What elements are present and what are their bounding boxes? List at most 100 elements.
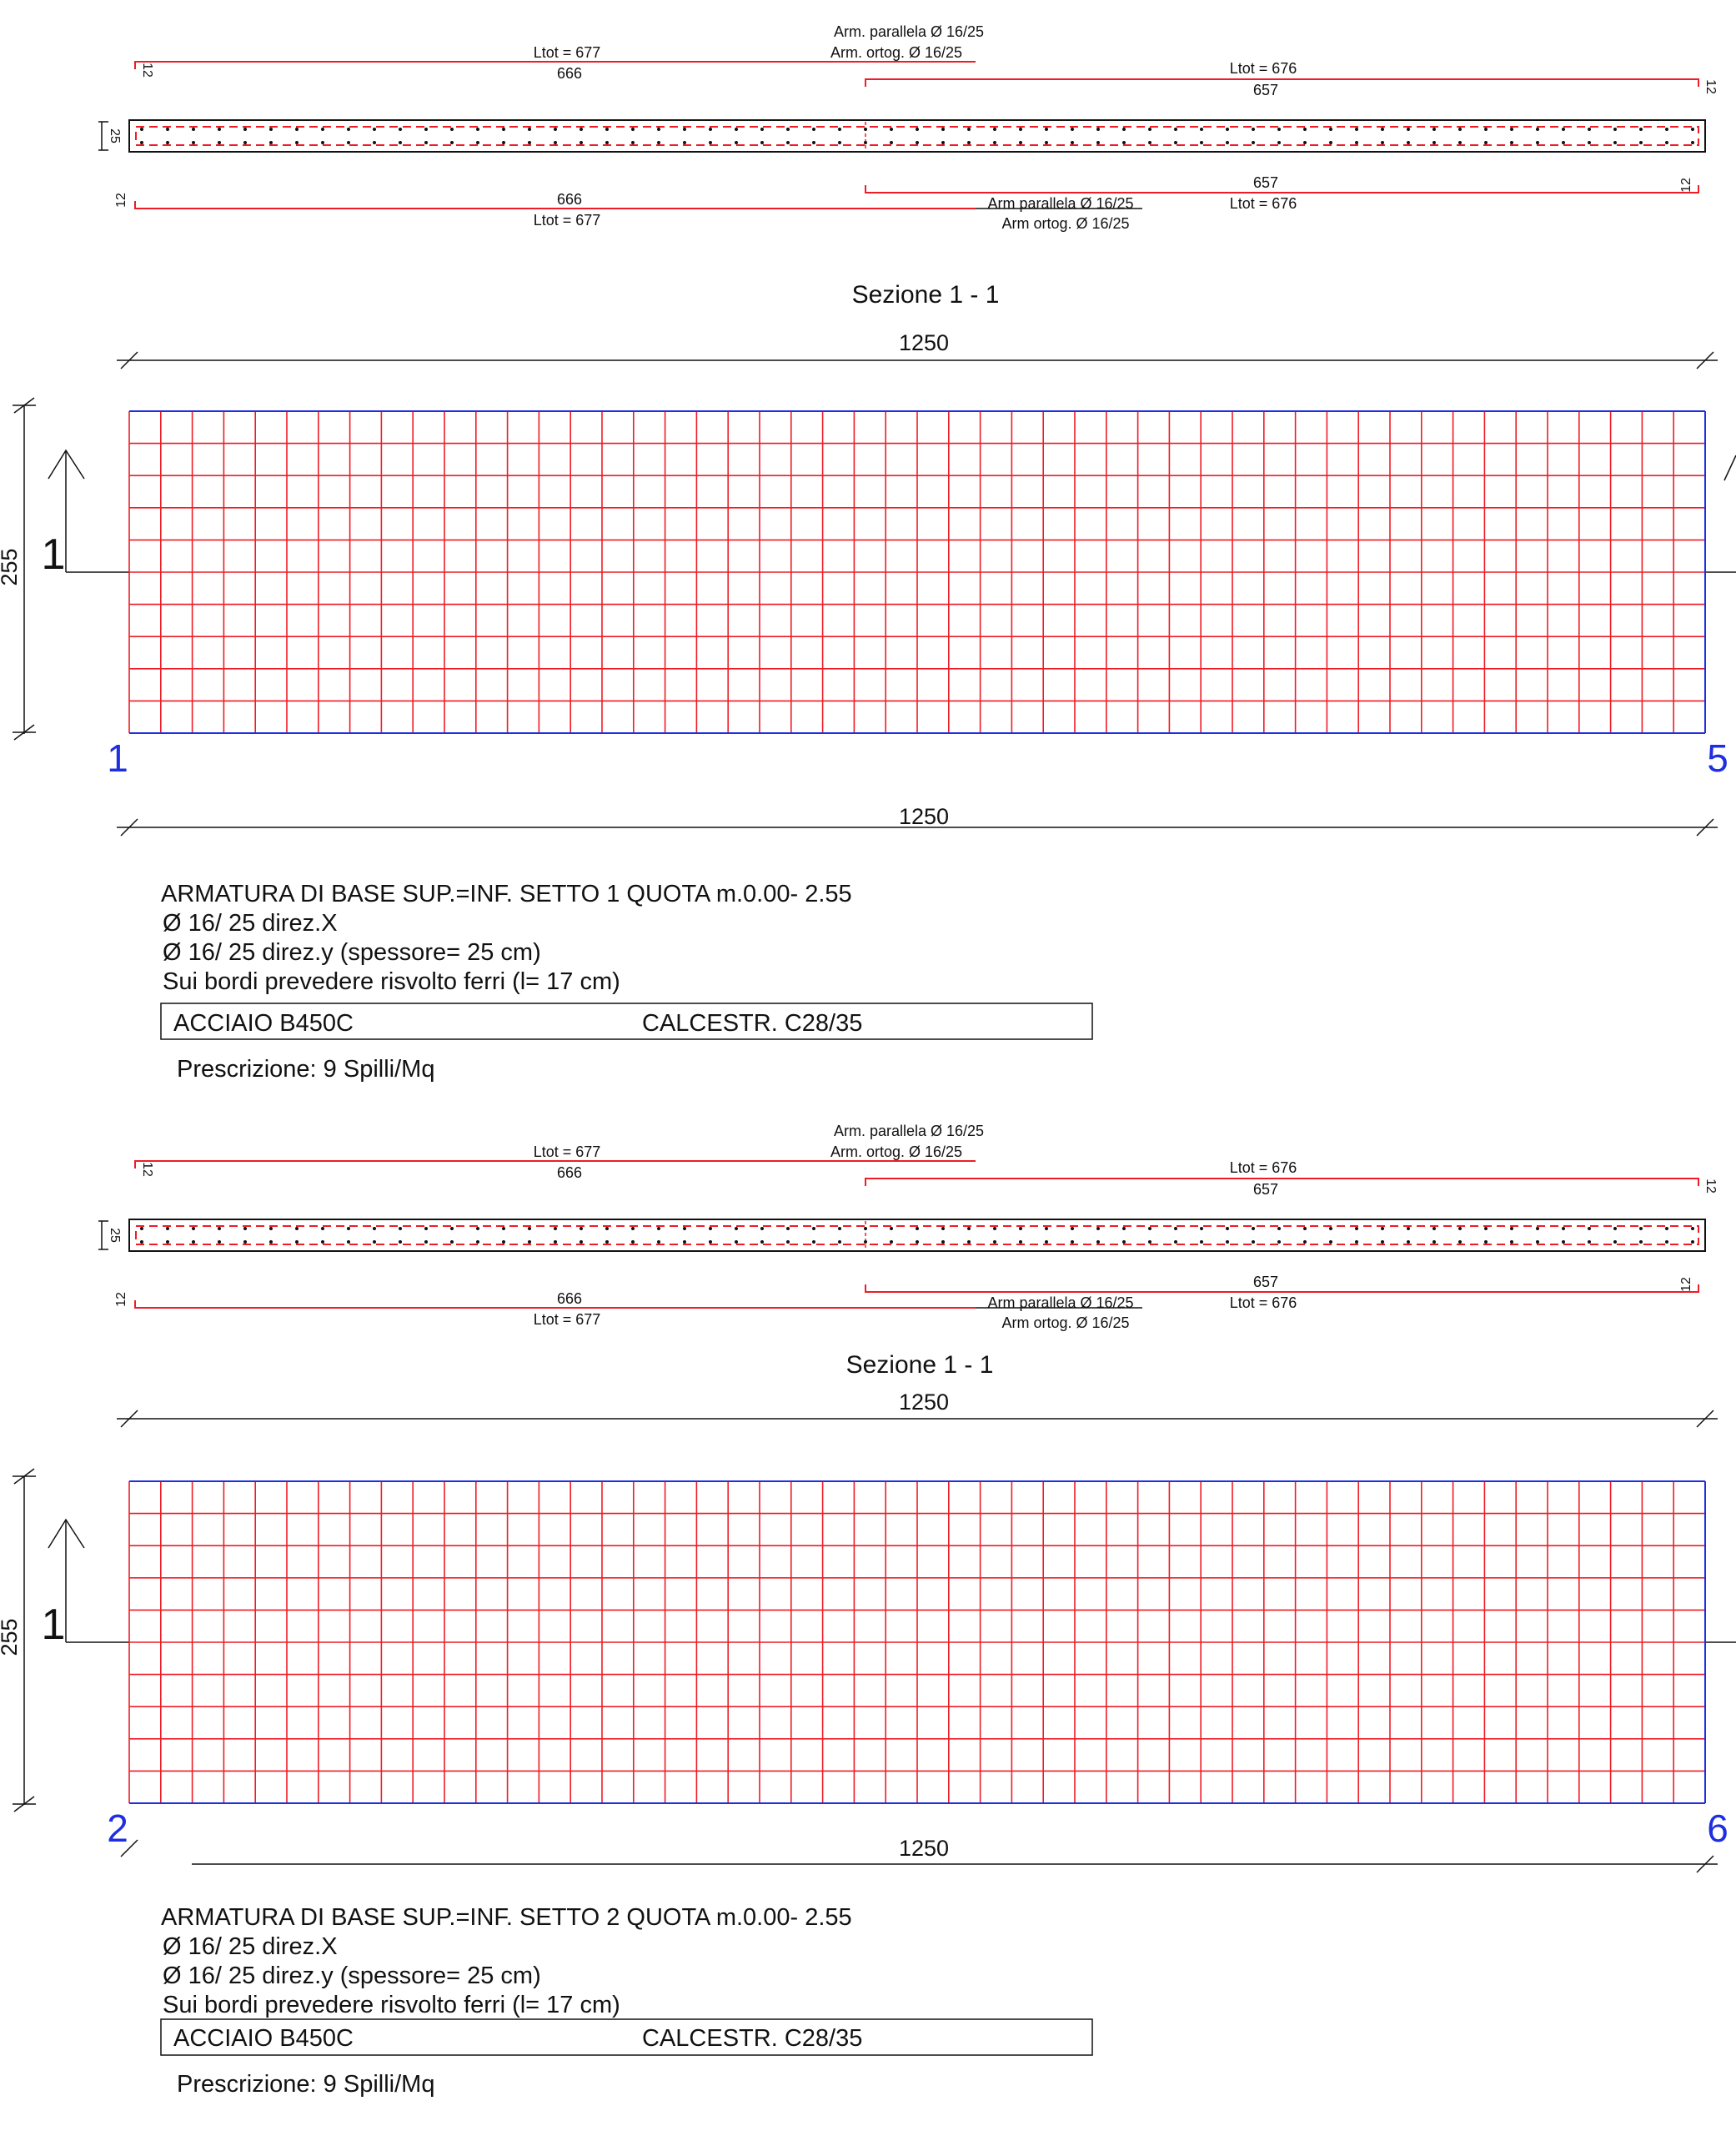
rebar-dot	[140, 128, 143, 131]
rebar-dot	[1226, 128, 1229, 131]
len-left-bot: 666	[557, 1290, 582, 1307]
rebar-dot	[554, 1240, 557, 1244]
rebar-dot	[1639, 141, 1643, 144]
rebar-dot	[1277, 141, 1281, 144]
rebar-dot	[1019, 128, 1022, 131]
rebar-dot	[1096, 1240, 1100, 1244]
rebar-dot	[373, 1227, 376, 1230]
rebar-dot	[1329, 1240, 1332, 1244]
rebar-dot	[1045, 141, 1048, 144]
rebar-dot	[605, 141, 609, 144]
dim-value: 1250	[899, 330, 949, 355]
len-right-bot: 657	[1253, 174, 1278, 191]
rebar-top-right	[865, 1178, 1699, 1186]
rebar-dot	[476, 1227, 479, 1230]
rebar-dot	[1665, 1227, 1668, 1230]
rebar-dot	[450, 128, 454, 131]
rebar-dot	[864, 141, 867, 144]
rebar-dot	[347, 128, 350, 131]
rebar-dot	[631, 1227, 635, 1230]
rebar-dot	[1381, 1227, 1384, 1230]
rebar-dot	[1226, 141, 1229, 144]
rebar-dot	[373, 1240, 376, 1244]
rebar-dot	[1174, 128, 1177, 131]
arm-parallela-top-label: Arm. parallela Ø 16/25	[834, 23, 984, 40]
rebar-dot	[993, 141, 996, 144]
rebar-dot	[476, 1240, 479, 1244]
section-mark-label: 1	[42, 1601, 66, 1649]
dim-tick	[1696, 818, 1714, 837]
hook-label: 12	[140, 63, 154, 78]
ltot-left-top: Ltot = 677	[534, 44, 601, 61]
rebar-dot	[1148, 141, 1151, 144]
rebar-dot	[269, 1240, 273, 1244]
rebar-dot	[1148, 128, 1151, 131]
dimension-top: 1250	[117, 1390, 1718, 1428]
rebar-dot	[192, 1227, 195, 1230]
rebar-dot	[1484, 1227, 1488, 1230]
rebar-dot	[1096, 1227, 1100, 1230]
rebar-top-left	[134, 61, 976, 69]
rebar-dot	[1252, 141, 1255, 144]
rebar-dot	[243, 1240, 247, 1244]
rebar-dot	[916, 128, 919, 131]
rebar-dot	[1613, 141, 1617, 144]
rebar-dot	[1588, 1227, 1591, 1230]
rebar-dot	[1458, 128, 1462, 131]
rebar-dot	[528, 1240, 531, 1244]
steel-grade: ACCIAIO B450C	[173, 2025, 354, 2052]
section-cut-marker: 1	[42, 1518, 1736, 1649]
rebar-dot	[450, 141, 454, 144]
rebar-dot	[786, 1240, 790, 1244]
ltot-left-top: Ltot = 677	[534, 1143, 601, 1160]
rebar-dot	[1691, 1240, 1694, 1244]
rebar-dot	[760, 128, 764, 131]
rebar-dot	[192, 128, 195, 131]
rebar-dot	[1071, 1240, 1074, 1244]
rebar-dot	[1200, 1227, 1203, 1230]
section-title: Sezione 1 - 1	[846, 1351, 994, 1379]
rebar-dot	[735, 1227, 738, 1230]
rebar-dot	[1432, 1240, 1436, 1244]
section-title: Sezione 1 - 1	[852, 281, 1000, 309]
rebar-dot	[450, 1227, 454, 1230]
rebar-dot	[140, 141, 143, 144]
rebar-dot	[502, 128, 505, 131]
rebar-dot	[683, 1227, 686, 1230]
rebar-bot-left	[134, 201, 976, 209]
arm-ortog-top-label: Arm. ortog. Ø 16/25	[830, 1143, 962, 1160]
rebar-dot	[476, 141, 479, 144]
wall-elevation: 2 6	[107, 1480, 1728, 1850]
ltot-right-top: Ltot = 676	[1230, 1159, 1297, 1176]
rebar-dot	[1407, 1227, 1410, 1230]
rebar-dot	[424, 128, 428, 131]
rebar-dot	[1665, 141, 1668, 144]
rebar-dot	[1122, 1227, 1126, 1230]
dim-tick	[120, 351, 138, 369]
rebar-dot	[1329, 1227, 1332, 1230]
rebar-dot	[967, 128, 971, 131]
rebar-dot	[399, 1240, 402, 1244]
note-direction-y: Ø 16/ 25 direz.y (spessore= 25 cm)	[163, 1963, 541, 1989]
rebar-dot	[683, 141, 686, 144]
rebar-dot	[502, 1227, 505, 1230]
rebar-dot	[502, 1240, 505, 1244]
dimension-height: 255	[0, 397, 36, 741]
axis-label-right: 6	[1707, 1807, 1728, 1850]
rebar-dot	[1071, 128, 1074, 131]
rebar-dot	[1562, 1227, 1565, 1230]
rebar-dot	[347, 1240, 350, 1244]
rebar-dot	[1174, 1240, 1177, 1244]
rebar-dot	[812, 1227, 815, 1230]
arm-parallela-bot-label: Arm parallela Ø 16/25	[987, 195, 1133, 212]
rebar-dot	[243, 128, 247, 131]
rebar-dot	[1588, 128, 1591, 131]
rebar-dot	[657, 1240, 660, 1244]
rebar-dot	[1562, 141, 1565, 144]
rebar-dot	[1510, 1227, 1513, 1230]
rebar-dot	[1045, 128, 1048, 131]
rebar-dot	[1510, 1240, 1513, 1244]
rebar-dot	[502, 141, 505, 144]
dim-value: 1250	[899, 804, 949, 829]
note-title: ARMATURA DI BASE SUP.=INF. SETTO 1 QUOTA…	[161, 881, 852, 907]
